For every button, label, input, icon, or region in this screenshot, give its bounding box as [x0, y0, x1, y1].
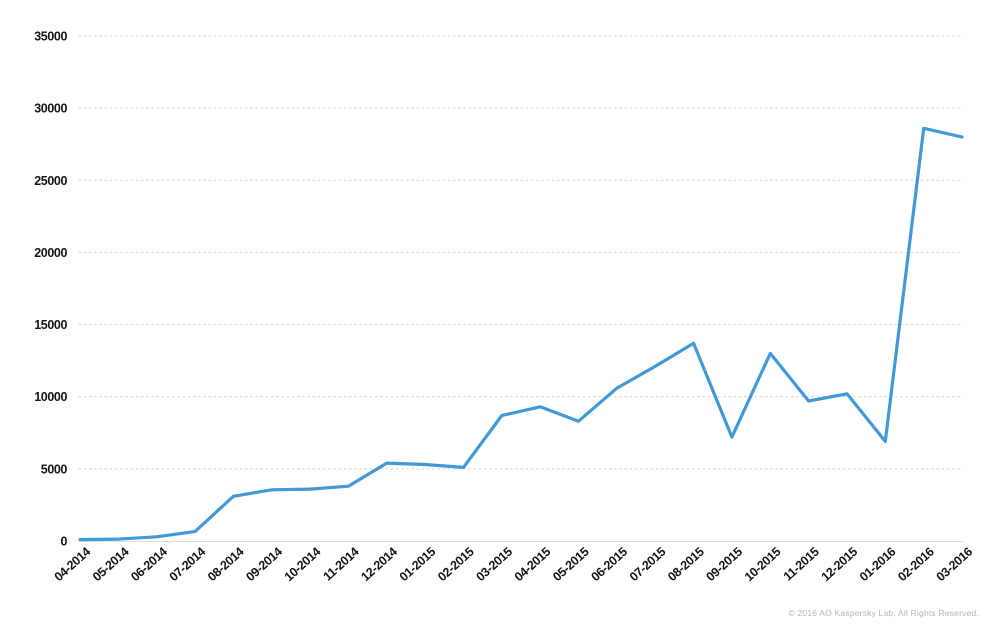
x-tick-label: 01-2016 — [857, 545, 899, 585]
x-tick-label: 03-2015 — [473, 545, 515, 585]
y-tick-label: 5000 — [41, 462, 68, 476]
x-tick-label: 05-2015 — [550, 545, 592, 585]
x-tick-label: 07-2015 — [627, 545, 669, 585]
copyright-text: © 2016 AO Kaspersky Lab, All Rights Rese… — [788, 608, 979, 618]
x-tick-label: 09-2014 — [243, 545, 285, 585]
x-tick-label: 06-2014 — [128, 545, 170, 585]
y-tick-label: 10000 — [34, 390, 67, 404]
x-tick-label: 10-2015 — [742, 545, 784, 585]
x-tick-label: 04-2015 — [512, 545, 554, 585]
x-tick-label: 04-2014 — [52, 545, 94, 585]
x-tick-label: 11-2014 — [321, 545, 362, 584]
x-tick-label: 06-2015 — [588, 545, 630, 585]
data-line-series — [78, 126, 964, 542]
x-tick-label: 02-2015 — [435, 545, 477, 585]
x-tick-label: 01-2015 — [397, 545, 439, 585]
y-tick-label: 35000 — [34, 30, 67, 44]
x-tick-label: 09-2015 — [704, 545, 746, 585]
x-tick-label: 08-2014 — [205, 545, 247, 585]
x-tick-label: 05-2014 — [90, 545, 132, 585]
y-tick-label: 20000 — [34, 246, 67, 260]
x-tick-label: 02-2016 — [895, 545, 937, 585]
x-tick-label: 12-2015 — [819, 545, 861, 585]
y-tick-label: 15000 — [34, 318, 67, 332]
x-tick-label: 11-2015 — [781, 545, 822, 584]
y-tick-label: 0 — [60, 535, 67, 549]
y-tick-label: 30000 — [34, 102, 67, 116]
x-tick-label: 08-2015 — [665, 545, 707, 585]
y-tick-label: 25000 — [34, 174, 67, 188]
x-tick-label: 12-2014 — [358, 545, 400, 585]
x-tick-label: 03-2016 — [934, 545, 976, 585]
x-tick-label: 07-2014 — [167, 545, 209, 585]
x-tick-label: 10-2014 — [282, 545, 324, 585]
